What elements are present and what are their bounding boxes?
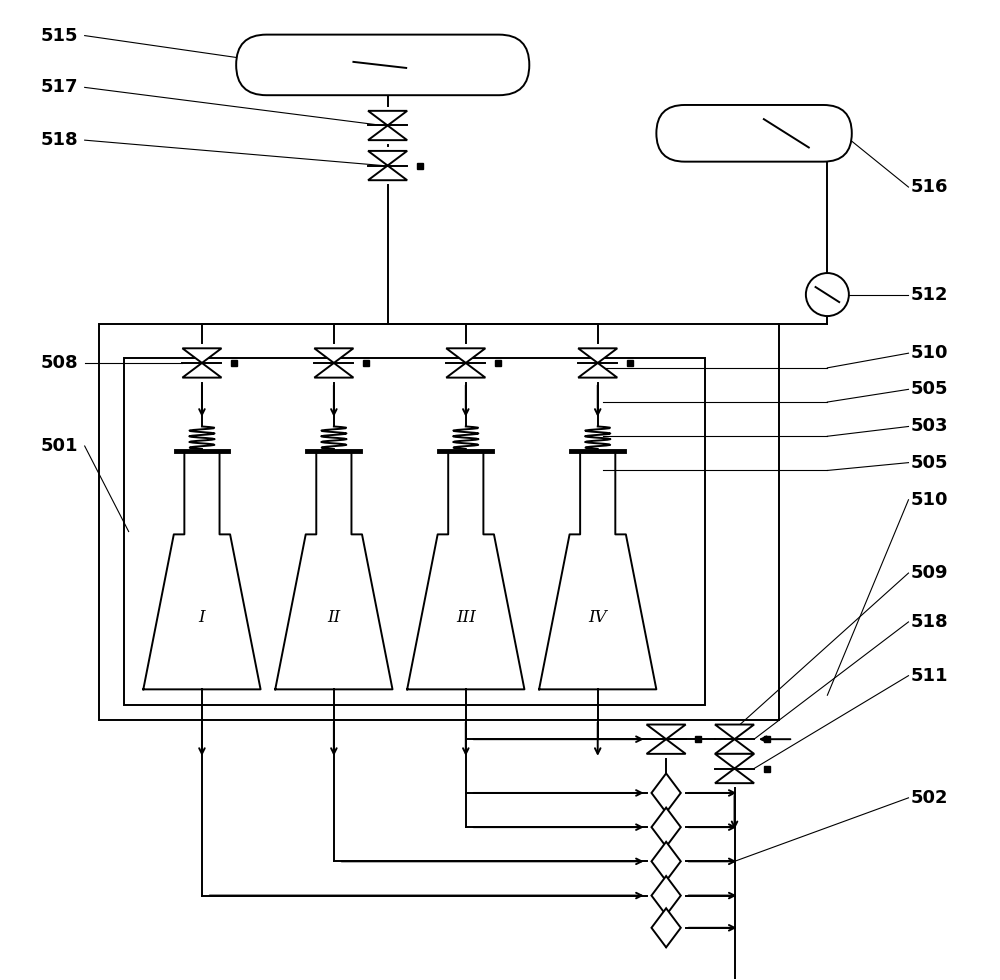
Text: III: III (456, 610, 476, 626)
Polygon shape (368, 166, 407, 180)
Polygon shape (314, 363, 353, 377)
Text: 501: 501 (41, 437, 78, 455)
Text: 509: 509 (910, 564, 948, 582)
Text: 516: 516 (910, 178, 948, 196)
Text: 503: 503 (910, 417, 948, 435)
Polygon shape (446, 348, 485, 363)
Text: 505: 505 (910, 380, 948, 398)
Polygon shape (651, 773, 681, 812)
Polygon shape (446, 363, 485, 377)
Polygon shape (715, 739, 754, 754)
Text: 508: 508 (41, 354, 78, 372)
Polygon shape (715, 768, 754, 783)
Text: 512: 512 (910, 285, 948, 304)
Text: I: I (199, 610, 205, 626)
Polygon shape (651, 876, 681, 915)
Polygon shape (651, 808, 681, 847)
Text: IV: IV (588, 610, 607, 626)
Text: 505: 505 (910, 454, 948, 471)
Text: 517: 517 (41, 78, 78, 96)
FancyBboxPatch shape (236, 34, 529, 95)
Polygon shape (651, 842, 681, 881)
Polygon shape (715, 754, 754, 768)
Text: II: II (327, 610, 340, 626)
Text: 515: 515 (41, 26, 78, 45)
Text: 502: 502 (910, 789, 948, 807)
Text: 510: 510 (910, 491, 948, 509)
Bar (124, 358, 705, 705)
Text: 518: 518 (41, 131, 78, 149)
Polygon shape (647, 739, 686, 754)
Circle shape (806, 273, 849, 317)
Polygon shape (368, 151, 407, 166)
FancyBboxPatch shape (656, 105, 852, 162)
Polygon shape (647, 724, 686, 739)
Polygon shape (368, 111, 407, 125)
Polygon shape (368, 125, 407, 140)
Polygon shape (578, 363, 617, 377)
Polygon shape (314, 348, 353, 363)
Text: 518: 518 (910, 612, 948, 631)
Polygon shape (578, 348, 617, 363)
Polygon shape (715, 724, 754, 739)
Polygon shape (182, 348, 221, 363)
Bar (99, 323, 779, 719)
Polygon shape (182, 363, 221, 377)
Polygon shape (651, 908, 681, 948)
Text: 511: 511 (910, 666, 948, 685)
Text: 510: 510 (910, 344, 948, 363)
